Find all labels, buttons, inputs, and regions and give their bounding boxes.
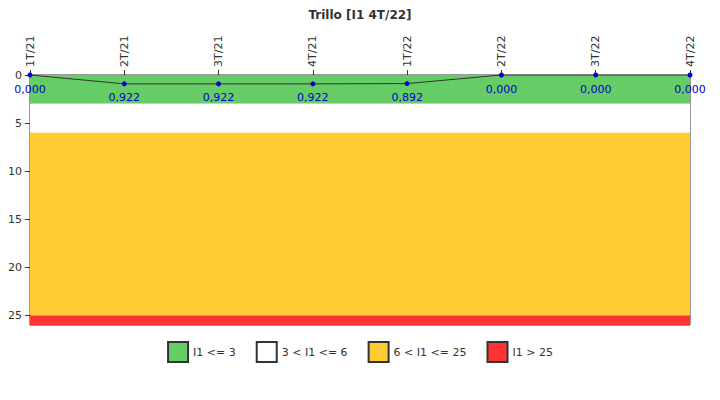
svg-text:10: 10 xyxy=(8,165,22,178)
svg-text:2T/22: 2T/22 xyxy=(495,36,508,67)
svg-text:1T/21: 1T/21 xyxy=(24,36,37,67)
svg-text:0,000: 0,000 xyxy=(14,83,46,96)
svg-text:25: 25 xyxy=(8,309,22,322)
svg-text:3 < I1 <= 6: 3 < I1 <= 6 xyxy=(282,346,348,359)
svg-text:I1 <= 3: I1 <= 3 xyxy=(193,346,236,359)
svg-text:0,000: 0,000 xyxy=(486,83,518,96)
svg-text:0,892: 0,892 xyxy=(391,91,423,104)
svg-text:0,922: 0,922 xyxy=(203,91,235,104)
svg-text:1T/22: 1T/22 xyxy=(401,36,414,67)
svg-text:0,000: 0,000 xyxy=(580,83,612,96)
svg-text:2T/21: 2T/21 xyxy=(118,36,131,67)
svg-text:I1 > 25: I1 > 25 xyxy=(512,346,552,359)
svg-text:0,000: 0,000 xyxy=(674,83,706,96)
svg-text:Trillo [I1 4T/22]: Trillo [I1 4T/22] xyxy=(308,8,411,22)
svg-text:15: 15 xyxy=(8,213,22,226)
svg-text:0,922: 0,922 xyxy=(297,91,329,104)
svg-text:20: 20 xyxy=(8,261,22,274)
svg-text:3T/21: 3T/21 xyxy=(212,36,225,67)
svg-text:0: 0 xyxy=(15,69,22,82)
svg-text:5: 5 xyxy=(15,117,22,130)
svg-text:6 < I1 <= 25: 6 < I1 <= 25 xyxy=(394,346,467,359)
svg-text:4T/21: 4T/21 xyxy=(306,36,319,67)
svg-text:3T/22: 3T/22 xyxy=(589,36,602,67)
svg-text:4T/22: 4T/22 xyxy=(684,36,697,67)
svg-text:0,922: 0,922 xyxy=(109,91,141,104)
